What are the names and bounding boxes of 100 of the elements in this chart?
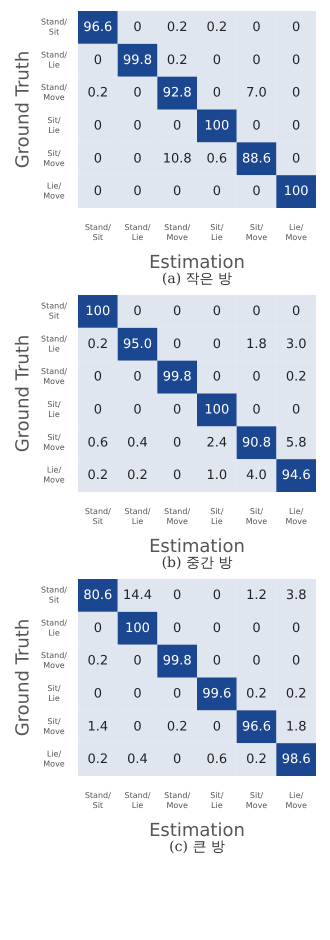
data-label: 0 xyxy=(212,86,221,101)
data-label: 0.2 xyxy=(166,52,188,68)
data-label: 0.2 xyxy=(87,654,108,669)
data-label: 0 xyxy=(212,336,221,352)
data-label: 0.2 xyxy=(286,370,307,385)
data-label: 0 xyxy=(292,118,300,134)
data-label: 0 xyxy=(252,118,261,134)
x-axis-title: Estimation xyxy=(149,252,245,273)
data-label: 100 xyxy=(284,184,309,200)
data-label: 1.8 xyxy=(246,336,267,352)
data-label: 0.2 xyxy=(286,686,307,702)
data-label: 0 xyxy=(94,402,102,418)
data-label: 0.2 xyxy=(246,686,267,702)
text: (a) 작은 방 xyxy=(160,270,234,288)
y-axis-title: Ground Truth xyxy=(12,618,34,736)
data-label: 92.8 xyxy=(162,86,192,101)
data-label: 100 xyxy=(204,118,230,134)
x-tick-label: Sit/Lie xyxy=(210,791,224,810)
data-label: 0 xyxy=(94,52,102,68)
y-tick-label: Sit/Move xyxy=(43,148,65,168)
data-label: 0 xyxy=(173,620,182,636)
data-label: 98.6 xyxy=(282,752,311,768)
data-label: 0 xyxy=(212,588,221,603)
data-label: 99.8 xyxy=(162,654,192,669)
data-label: 0 xyxy=(252,52,261,68)
data-label: 0.6 xyxy=(206,752,228,768)
data-label: 0 xyxy=(292,86,300,101)
data-label: 0 xyxy=(173,336,182,352)
data-label: 0.2 xyxy=(87,86,108,101)
y-tick-label: Stand/Sit xyxy=(41,585,68,604)
y-tick-label: Stand/Lie xyxy=(41,334,68,354)
data-label: 0.2 xyxy=(87,752,108,768)
data-label: 0 xyxy=(292,304,300,319)
data-label: 0 xyxy=(212,654,221,669)
data-label: 0 xyxy=(252,654,261,669)
data-label: 0 xyxy=(173,118,182,134)
y-tick-label: Lie/Move xyxy=(43,182,65,201)
data-label: 0.2 xyxy=(87,468,108,484)
text: (b) 중간 방 xyxy=(160,554,234,572)
data-label: 0 xyxy=(292,52,300,68)
x-tick-label: Sit/Move xyxy=(246,791,268,810)
y-tick-label: Stand/Lie xyxy=(41,50,68,70)
data-label: 0.2 xyxy=(246,752,267,768)
y-tick-label: Sit/Move xyxy=(43,716,65,736)
data-label: 96.6 xyxy=(242,719,271,734)
data-label: 0 xyxy=(173,304,182,319)
data-label: 0.6 xyxy=(206,151,228,166)
data-label: 0.2 xyxy=(166,719,188,734)
data-label: 0 xyxy=(252,304,261,319)
data-label: 0 xyxy=(94,184,102,200)
text: (c) 큰 방 xyxy=(168,838,226,856)
x-tick-label: Lie/Move xyxy=(285,223,307,242)
data-label: 0 xyxy=(133,719,142,734)
data-label: 0 xyxy=(133,304,142,319)
data-label: 0.2 xyxy=(206,20,228,35)
data-label: 10.8 xyxy=(162,151,192,166)
y-tick-label: Stand/Lie xyxy=(41,618,68,638)
x-tick-label: Stand/Sit xyxy=(84,507,112,526)
data-label: 0.4 xyxy=(127,752,148,768)
data-label: 96.6 xyxy=(83,20,112,35)
x-axis-title: Estimation xyxy=(149,820,245,841)
data-label: 0 xyxy=(94,686,102,702)
data-label: 0.2 xyxy=(87,336,108,352)
data-label: 0.6 xyxy=(87,435,108,450)
y-tick-label: Stand/Move xyxy=(41,651,68,670)
x-tick-label: Sit/Lie xyxy=(210,223,224,242)
data-label: 0 xyxy=(252,20,261,35)
data-label: 0 xyxy=(133,654,142,669)
data-label: 94.6 xyxy=(282,468,311,484)
data-label: 0 xyxy=(133,370,142,385)
data-label: 0 xyxy=(212,620,221,636)
data-label: 0 xyxy=(292,402,300,418)
data-label: 0 xyxy=(173,686,182,702)
data-label: 3.8 xyxy=(286,588,307,603)
data-label: 0 xyxy=(292,654,300,669)
data-label: 0 xyxy=(133,118,142,134)
data-label: 0 xyxy=(252,402,261,418)
data-label: 0 xyxy=(133,402,142,418)
data-label: 0 xyxy=(252,620,261,636)
data-label: 0 xyxy=(173,752,182,768)
data-label: 3.0 xyxy=(286,336,307,352)
data-label: 88.6 xyxy=(242,151,271,166)
x-tick-label: Stand/Lie xyxy=(124,791,151,810)
data-label: 0 xyxy=(212,370,221,385)
data-label: 0 xyxy=(133,20,142,35)
y-tick-label: Stand/Move xyxy=(41,367,68,386)
y-axis-title: Ground Truth xyxy=(12,50,34,168)
x-tick-label: Stand/Lie xyxy=(124,507,151,526)
data-label: 0.2 xyxy=(127,468,148,484)
x-tick-label: Stand/Move xyxy=(164,791,190,810)
data-label: 1.4 xyxy=(87,719,108,734)
x-tick-label: Sit/Move xyxy=(246,223,268,242)
data-label: 0 xyxy=(133,86,142,101)
x-tick-label: Lie/Move xyxy=(285,791,307,810)
y-tick-label: Stand/Sit xyxy=(41,17,68,36)
x-tick-label: Stand/Sit xyxy=(84,791,112,810)
y-axis-title: Ground Truth xyxy=(12,334,34,452)
data-label: 99.8 xyxy=(123,52,152,68)
x-tick-label: Lie/Move xyxy=(285,507,307,526)
y-tick-label: Lie/Move xyxy=(43,750,65,769)
